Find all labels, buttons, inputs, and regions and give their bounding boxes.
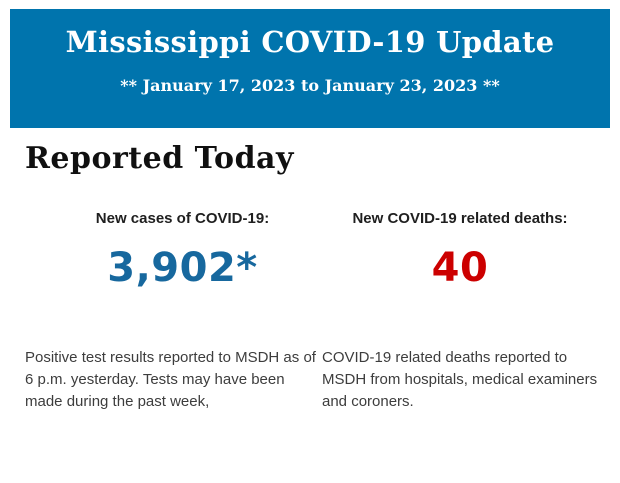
new-cases-value: 3,902* xyxy=(107,245,258,291)
new-deaths-description: COVID-19 related deaths reported to MSDH… xyxy=(322,349,598,410)
date-range: ** January 17, 2023 to January 23, 2023 … xyxy=(120,76,500,95)
new-cases-label: New cases of COVID-19: xyxy=(95,210,270,227)
section-heading-reported-today: Reported Today xyxy=(25,141,294,176)
new-deaths-stat: New COVID-19 related deaths: 40 xyxy=(320,210,600,290)
header-banner: Mississippi COVID-19 Update ** January 1… xyxy=(10,9,610,128)
new-deaths-label: New COVID-19 related deaths: xyxy=(352,210,568,227)
page-title: Mississippi COVID-19 Update xyxy=(65,25,555,59)
new-cases-description: Positive test results reported to MSDH a… xyxy=(25,349,316,410)
new-deaths-value: 40 xyxy=(431,245,489,291)
new-cases-stat: New cases of COVID-19: 3,902* xyxy=(30,210,335,290)
